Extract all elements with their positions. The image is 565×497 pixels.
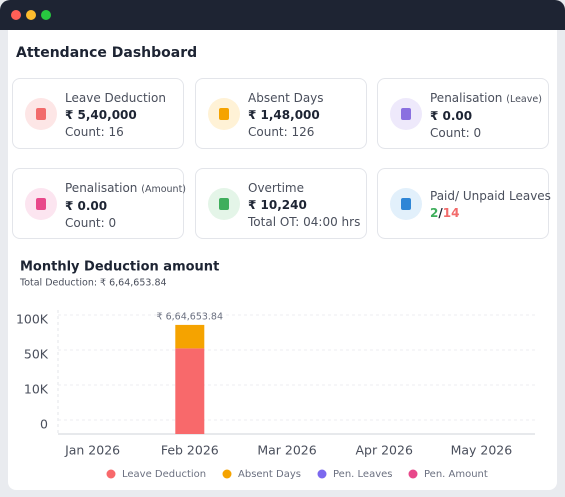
stat-card: Leave Deduction ₹ 5,40,000 Count: 16 — [12, 78, 184, 149]
legend-swatch — [106, 469, 116, 479]
y-tick-label: 50K — [24, 347, 49, 362]
page-title: Attendance Dashboard — [16, 45, 198, 61]
card-count: Count: 126 — [248, 125, 315, 139]
card-label: Absent Days — [248, 91, 324, 105]
maximize-button[interactable] — [41, 10, 51, 20]
legend-label: Absent Days — [238, 469, 301, 480]
legend-label: Pen. Leaves — [333, 469, 392, 480]
legend-swatch — [317, 469, 327, 479]
card-label: Penalisation — [65, 181, 138, 195]
card-value: ₹ 10,240 — [248, 198, 307, 212]
minimize-button[interactable] — [26, 10, 36, 20]
bar-segment — [175, 348, 205, 434]
unpaid-count: 14 — [442, 206, 460, 220]
card-qualifier: (Leave) — [506, 94, 542, 105]
card-label: Paid/ Unpaid Leaves — [430, 189, 551, 203]
card-label: Overtime — [248, 181, 304, 195]
separator: / — [438, 206, 443, 220]
chart-subtitle: Total Deduction: ₹ 6,64,653.84 — [19, 278, 167, 289]
card-count: Count: 0 — [430, 126, 482, 140]
card-value: ₹ 0.00 — [430, 109, 473, 123]
card-count: Count: 16 — [65, 125, 124, 139]
x-tick-label: Jan 2026 — [64, 443, 120, 458]
card-icon — [25, 188, 57, 220]
legend-swatch — [222, 469, 232, 479]
y-tick-label: 100K — [16, 312, 49, 327]
y-tick-label: 0 — [40, 417, 48, 432]
card-icon — [390, 188, 422, 220]
chart-title: Monthly Deduction amount — [20, 260, 219, 275]
stat-card: Overtime ₹ 10,240 Total OT: 04:00 hrs — [195, 168, 367, 239]
x-tick-label: Mar 2026 — [257, 443, 316, 458]
stat-card: Penalisation (Leave) ₹ 0.00 Count: 0 — [377, 78, 549, 149]
card-icon — [208, 188, 240, 220]
x-tick-label: Feb 2026 — [161, 443, 219, 458]
y-tick-label: 10K — [24, 382, 49, 397]
bar-segment — [175, 324, 205, 349]
card-label: Penalisation — [430, 91, 503, 105]
close-button[interactable] — [11, 10, 21, 20]
card-value: ₹ 0.00 — [65, 199, 108, 213]
card-qualifier: (Amount) — [141, 184, 186, 195]
card-count: Total OT: 04:00 hrs — [248, 215, 361, 229]
legend-label: Pen. Amount — [424, 469, 488, 480]
card-label: Leave Deduction — [65, 91, 166, 105]
card-value: ₹ 1,48,000 — [248, 108, 320, 122]
card-value: ₹ 5,40,000 — [65, 108, 137, 122]
card-icon — [390, 98, 422, 130]
card-count: Count: 0 — [65, 216, 117, 230]
x-tick-label: Apr 2026 — [355, 443, 412, 458]
stat-card: Paid/ Unpaid Leaves 2/14 — [377, 168, 551, 239]
paid-count: 2 — [430, 206, 439, 220]
title-bar — [0, 0, 565, 30]
stat-card: Absent Days ₹ 1,48,000 Count: 126 — [195, 78, 367, 149]
x-tick-label: May 2026 — [451, 443, 513, 458]
legend-swatch — [408, 469, 418, 479]
bar-total-label: ₹ 6,64,653.84 — [157, 311, 223, 322]
card-icon — [208, 98, 240, 130]
legend-label: Leave Deduction — [122, 469, 206, 480]
stat-card: Penalisation (Amount) ₹ 0.00 Count: 0 — [12, 168, 186, 239]
card-icon — [25, 98, 57, 130]
